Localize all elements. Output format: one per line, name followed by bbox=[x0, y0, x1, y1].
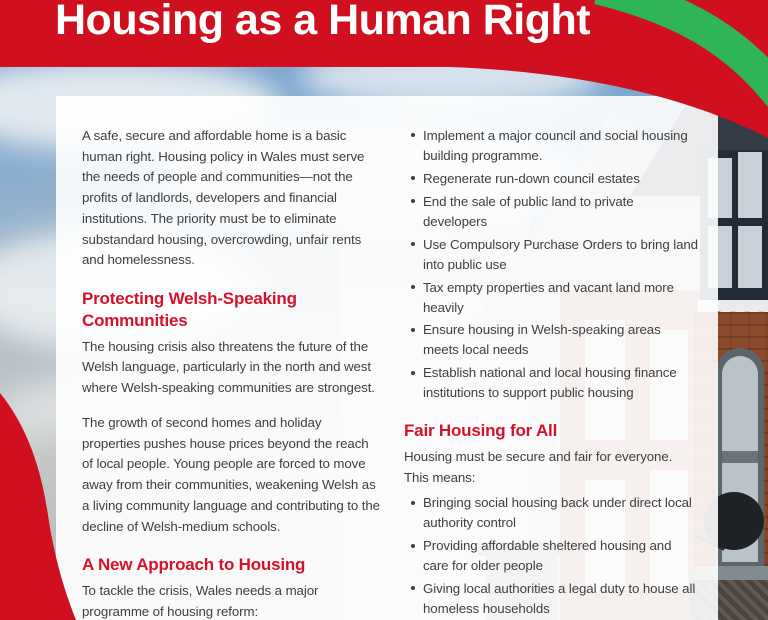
paragraph: The housing crisis also threatens the fu… bbox=[82, 338, 375, 396]
bullet-item: Providing affordable sheltered housing a… bbox=[408, 536, 698, 576]
bullet-item: Giving local authorities a legal duty to… bbox=[408, 579, 698, 619]
window-pane bbox=[738, 152, 762, 218]
intro-paragraph: A safe, secure and affordable home is a … bbox=[82, 128, 365, 268]
bullet-item: Tax empty properties and vacant land mor… bbox=[408, 278, 698, 318]
window-pane bbox=[738, 226, 762, 288]
section-heading-welsh-communities: Protecting Welsh-Speaking Communities bbox=[82, 289, 297, 330]
content-card: A safe, secure and affordable home is a … bbox=[56, 96, 718, 620]
bullet-item: Ensure housing in Welsh-speaking areas m… bbox=[408, 320, 698, 360]
paragraph: Housing must be secure and fair for ever… bbox=[404, 448, 673, 485]
bullet-item: Bringing social housing back under direc… bbox=[408, 493, 698, 533]
section-heading-new-approach: A New Approach to Housing bbox=[82, 555, 306, 575]
paragraph: To tackle the crisis, Wales needs a majo… bbox=[82, 583, 319, 619]
paragraph: The growth of second homes and holiday p… bbox=[82, 414, 380, 534]
bullet-item: Use Compulsory Purchase Orders to bring … bbox=[408, 235, 698, 275]
bullet-item: Implement a major council and social hou… bbox=[408, 126, 698, 166]
bullet-item: Regenerate run-down council estates bbox=[408, 169, 698, 189]
bullet-item: Establish national and local housing fin… bbox=[408, 363, 698, 403]
left-column: A safe, secure and affordable home is a … bbox=[82, 126, 380, 620]
reform-bullet-list: Implement a major council and social hou… bbox=[404, 126, 698, 403]
page-title: Housing as a Human Right bbox=[55, 0, 591, 44]
right-column: Implement a major council and social hou… bbox=[404, 126, 698, 620]
fair-housing-bullet-list: Bringing social housing back under direc… bbox=[404, 493, 698, 620]
bullet-item: End the sale of public land to private d… bbox=[408, 192, 698, 232]
section-heading-fair-housing: Fair Housing for All bbox=[404, 421, 558, 441]
